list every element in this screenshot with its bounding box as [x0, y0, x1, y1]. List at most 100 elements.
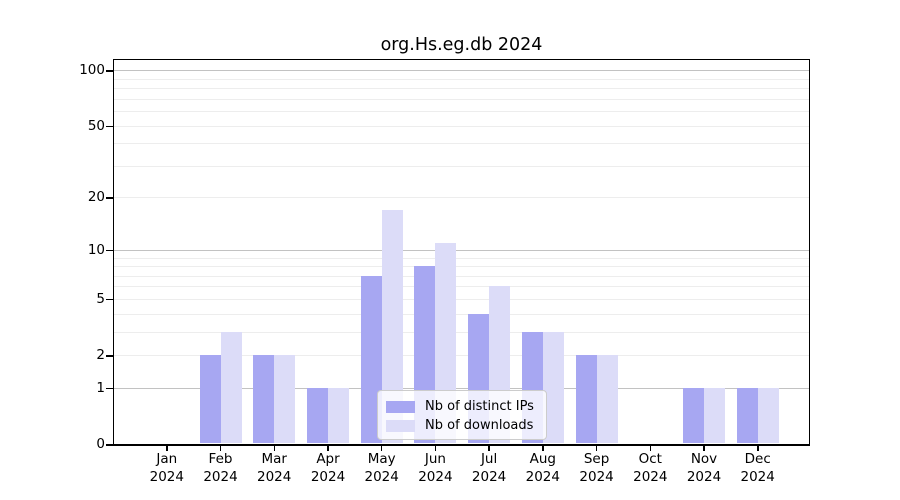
major-gridline [114, 70, 809, 72]
x-tick-label-line: 2024 [364, 468, 399, 485]
y-tick-label: 1 [96, 379, 105, 396]
x-tick-label-line: May [367, 451, 396, 467]
bar-downloads [274, 355, 296, 443]
x-tick-label: Apr 2024 [292, 451, 364, 486]
bar-downloads [542, 331, 564, 443]
x-tick-mark [434, 446, 437, 451]
x-tick-mark [273, 446, 275, 451]
x-tick-label-line: Apr [316, 451, 340, 467]
minor-gridline [114, 313, 809, 315]
x-tick-label-line: Mar [261, 451, 287, 467]
x-tick-label-line: 2024 [740, 468, 775, 485]
x-tick-label-line: 2024 [525, 468, 560, 485]
legend-label: Nb of downloads [425, 418, 534, 433]
chart-legend: Nb of distinct IPs Nb of downloads [377, 390, 547, 440]
x-tick-mark [542, 446, 544, 451]
bar-downloads [596, 355, 618, 443]
x-tick-mark [380, 446, 383, 451]
y-tick-mark [106, 125, 113, 127]
minor-gridline [114, 298, 809, 300]
x-tick-label-line: 2024 [579, 468, 614, 485]
y-tick-mark [106, 387, 113, 390]
minor-gridline [114, 78, 809, 80]
y-tick-label: 100 [79, 62, 105, 79]
legend-item-distinct-ips: Nb of distinct IPs [386, 397, 546, 416]
bar-downloads [381, 209, 403, 443]
x-tick-label-line: Oct [638, 451, 662, 467]
x-tick-label: Jun 2024 [399, 451, 471, 486]
y-tick-mark [106, 444, 113, 446]
minor-gridline [114, 98, 809, 100]
x-tick-label-line: 2024 [418, 468, 453, 485]
bar-downloads [704, 387, 725, 443]
bar-downloads [220, 331, 242, 443]
legend-item-downloads: Nb of downloads [386, 416, 546, 435]
bar-distinct-ips [199, 355, 221, 443]
x-tick-label-line: Dec [744, 451, 771, 467]
minor-gridline [114, 355, 809, 356]
y-tick-mark [106, 70, 113, 72]
bar-distinct-ips [736, 387, 758, 443]
x-tick-label-line: Feb [208, 451, 233, 467]
minor-gridline [114, 143, 809, 145]
x-tick-label-line: 2024 [310, 468, 346, 485]
bar-distinct-ips [575, 355, 597, 443]
y-tick-label: 2 [96, 347, 105, 363]
x-tick-label: Nov 2024 [668, 451, 740, 486]
x-tick-mark [649, 446, 651, 451]
x-tick-label-line: Nov [690, 451, 718, 467]
y-tick-mark [106, 249, 113, 252]
y-tick-mark [106, 355, 113, 357]
y-tick-label: 5 [96, 290, 105, 307]
x-tick-label: Oct 2024 [614, 451, 686, 486]
x-tick-label: Mar 2024 [238, 451, 310, 486]
x-tick-label-line: Jul [480, 451, 498, 467]
x-tick-label: Sep 2024 [561, 451, 633, 486]
x-tick-mark [488, 446, 490, 451]
distinct-ips-swatch [386, 400, 415, 413]
minor-gridline [114, 197, 809, 199]
minor-gridline [114, 165, 809, 167]
x-tick-mark [166, 446, 168, 451]
minor-gridline [114, 257, 809, 259]
bar-downloads [757, 387, 779, 443]
minor-gridline [114, 88, 809, 90]
x-tick-mark [757, 446, 759, 451]
x-tick-label-line: Aug [529, 451, 556, 467]
y-tick-label: 50 [87, 117, 105, 134]
x-tick-mark [327, 446, 329, 451]
major-gridline [114, 249, 809, 251]
x-tick-label-line: 2024 [203, 468, 238, 485]
minor-gridline [114, 275, 809, 277]
bar-downloads [328, 387, 349, 443]
x-tick-mark [219, 446, 222, 451]
x-tick-mark [595, 446, 598, 451]
x-tick-label: May 2024 [346, 451, 418, 486]
x-tick-label-line: Jun [424, 451, 446, 467]
x-tick-label-line: 2024 [257, 468, 292, 485]
x-tick-label-line: Jan [156, 451, 178, 467]
x-tick-label-line: 2024 [149, 468, 184, 485]
bar-distinct-ips [360, 275, 382, 443]
y-tick-label: 0 [96, 436, 105, 452]
x-tick-label: Dec 2024 [722, 451, 794, 486]
minor-gridline [114, 111, 809, 112]
x-tick-label-line: 2024 [686, 468, 722, 485]
bar-distinct-ips [253, 355, 275, 443]
x-tick-label: Jul 2024 [453, 451, 525, 486]
bar-distinct-ips [307, 387, 328, 443]
x-tick-mark [703, 446, 705, 451]
y-tick-mark [106, 197, 113, 199]
y-tick-label: 10 [87, 241, 105, 258]
bar-distinct-ips [683, 387, 704, 443]
x-tick-label-line: 2024 [633, 468, 668, 485]
minor-gridline [114, 266, 809, 267]
chart-title: org.Hs.eg.db 2024 [380, 35, 543, 55]
minor-gridline [114, 286, 809, 288]
y-tick-mark [106, 298, 113, 301]
legend-label: Nb of distinct IPs [425, 399, 534, 414]
minor-gridline [114, 331, 809, 333]
y-tick-label: 20 [87, 189, 105, 206]
downloads-swatch [386, 419, 415, 432]
